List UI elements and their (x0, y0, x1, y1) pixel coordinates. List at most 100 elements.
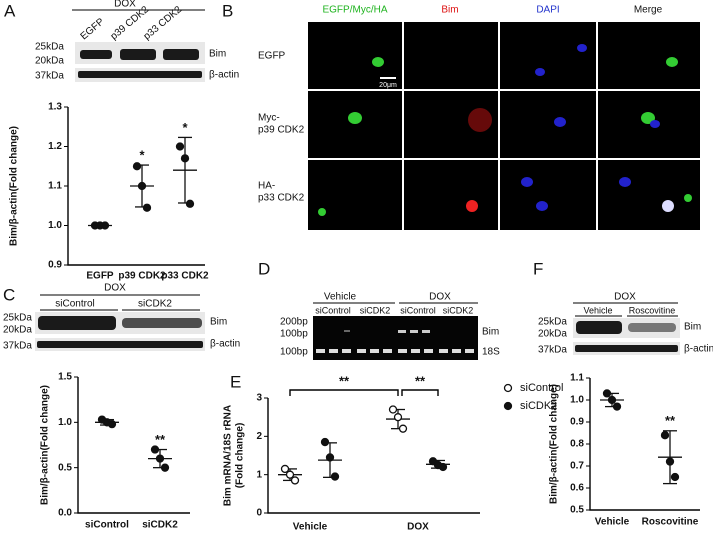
marker: 20kDa (538, 329, 567, 340)
panel-letter: C (3, 285, 15, 304)
legend-marker (503, 401, 513, 411)
y-tick-label: 1.5 (58, 372, 72, 383)
blot-a: DOX EGFP p39 CDK2 p33 CDK2 25kDa 20kDa 3… (35, 0, 239, 82)
band (80, 50, 112, 59)
data-point (107, 419, 117, 429)
y-tick-label: 0.0 (58, 508, 72, 519)
y-tick-label: 0.5 (58, 462, 72, 473)
data-point (137, 181, 147, 191)
y-tick-label: 1.0 (570, 395, 584, 406)
cells (318, 44, 692, 216)
data-point (280, 464, 290, 474)
legend-label: siControl (520, 382, 563, 394)
data-point (142, 203, 152, 212)
y-tick-label: 1.0 (58, 417, 72, 428)
data-point (330, 472, 340, 481)
treatment: Vehicle (324, 292, 357, 303)
panel-letter: A (4, 1, 16, 20)
y-axis-label: Bim mRNA/18S rRNA (223, 405, 234, 506)
significance: ** (155, 432, 166, 447)
column-header: Merge (634, 5, 663, 16)
bracket (289, 389, 399, 396)
x-tick-label: siControl (85, 520, 129, 531)
panel-letter: F (533, 259, 543, 278)
data-point (665, 457, 675, 466)
marker: 20kDa (35, 56, 64, 67)
group-label: Vehicle (583, 305, 612, 315)
x-tick-label: Vehicle (595, 517, 630, 528)
y-tick-label: 0.9 (570, 417, 584, 428)
y-tick-label: 1.2 (48, 141, 62, 152)
marker: 25kDa (35, 42, 64, 53)
y-tick-label: 2 (256, 431, 262, 442)
y-tick-label: 0.9 (48, 260, 62, 271)
data-point (175, 142, 185, 151)
significance: * (182, 120, 188, 135)
data-point (612, 402, 622, 411)
data-point (290, 476, 300, 485)
marker: 25kDa (3, 313, 32, 324)
y-tick-label: 1.0 (48, 220, 62, 231)
band-label: β-actin (210, 339, 240, 350)
x-tick-label: Vehicle (293, 522, 328, 533)
group-label: siControl (315, 305, 351, 315)
y-tick-label: 1.3 (48, 102, 62, 113)
data-point (670, 472, 680, 482)
grid-lines (308, 22, 700, 230)
column-header: EGFP/Myc/HA (322, 5, 387, 16)
significance: * (139, 148, 145, 163)
x-tick-label: EGFP (86, 271, 114, 282)
x-tick-label: siCDK2 (142, 520, 178, 531)
y-tick-label: 1.1 (48, 181, 62, 192)
significance: ** (339, 373, 350, 388)
panel-letter: B (222, 1, 233, 20)
marker: 20kDa (3, 325, 32, 336)
band-label: β-actin (209, 70, 239, 81)
band-label: β-actin (684, 344, 713, 355)
data-point (393, 413, 403, 422)
data-point (320, 437, 330, 447)
column-header: DAPI (536, 5, 559, 16)
lane-label: EGFP (79, 16, 107, 42)
axis (267, 398, 480, 514)
treatment: DOX (104, 283, 126, 294)
panel-letter: E (230, 372, 241, 391)
data-point (155, 454, 165, 463)
y-axis-label: (Fold change) (235, 423, 246, 489)
x-tick-label: p39 CDK2 (118, 271, 166, 282)
data-point (285, 470, 295, 479)
microscopy-b: EGFP/Myc/HA Bim DAPI Merge EGFP Myc- p39… (258, 5, 700, 230)
y-tick-label: 0.5 (570, 505, 584, 516)
group-label: siControl (55, 299, 94, 310)
treatment: DOX (114, 0, 136, 10)
image-grid (308, 22, 700, 230)
x-tick-label: Roscovitine (642, 517, 699, 528)
row-label: Myc- (258, 113, 280, 124)
row-label: HA- (258, 181, 275, 192)
data-point (160, 463, 170, 472)
marker: 25kDa (538, 317, 567, 328)
x-tick-label: DOX (407, 522, 429, 533)
y-axis-label: Bim/β-actin(Fold change) (549, 384, 560, 504)
band (78, 71, 202, 78)
y-tick-label: 0.7 (570, 461, 584, 472)
data-point (388, 405, 398, 414)
treatment: DOX (614, 292, 636, 303)
band-label: 18S (482, 347, 500, 358)
y-axis-label: Bim/β-actin(Fold change) (9, 126, 20, 246)
legend-marker (503, 383, 513, 393)
data-point (398, 424, 408, 433)
marker: 200bp (280, 317, 308, 328)
data-point (325, 453, 335, 462)
legend-label: siCDK2 (520, 400, 557, 412)
panel-letter: D (258, 259, 270, 278)
significance: ** (665, 413, 676, 428)
bracket (401, 389, 439, 396)
y-tick-label: 0.6 (570, 483, 584, 494)
band-label: Bim (210, 317, 227, 328)
data-point (132, 162, 142, 171)
marker: 100bp (280, 329, 308, 340)
marker: 37kDa (35, 71, 64, 82)
band-label: Bim (482, 327, 499, 338)
